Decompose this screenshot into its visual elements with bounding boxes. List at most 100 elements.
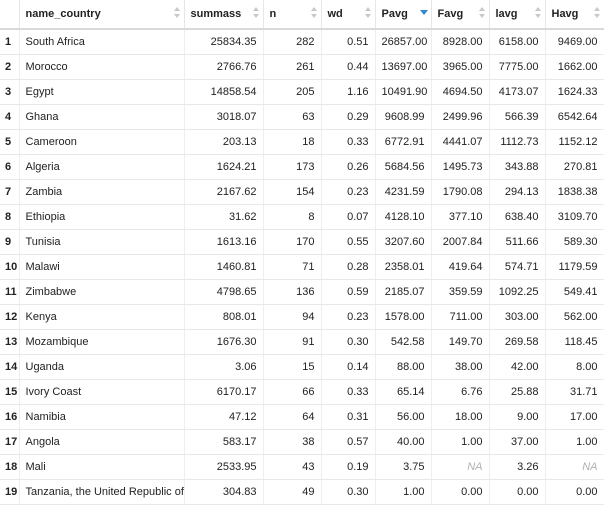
sort-icon[interactable] — [173, 7, 180, 21]
cell-name-country: Mozambique — [19, 329, 185, 355]
cell-n: 91 — [263, 329, 322, 355]
table-row[interactable]: 17 Angola 583.17 38 0.57 40.00 1.00 37.00 1.00 — [0, 429, 604, 455]
cell-name-country: Morocco — [19, 54, 185, 80]
table-row[interactable]: 2 Morocco 2766.76 261 0.44 13697.00 3965.00 777… — [0, 54, 604, 80]
column-header-summass[interactable]: summass — [184, 0, 264, 30]
cell-n: 71 — [263, 254, 322, 280]
cell-favg: 1790.08 — [431, 179, 490, 205]
table-row[interactable]: 6 Algeria 1624.21 173 0.26 5684.56 1495.73 343.… — [0, 154, 604, 180]
sort-descending-icon[interactable] — [419, 7, 428, 21]
column-header-label: wd — [327, 8, 343, 20]
table-row[interactable]: 12 Kenya 808.01 94 0.23 1578.00 711.00 303.00 56… — [0, 304, 604, 330]
table-row[interactable]: 14 Uganda 3.06 15 0.14 88.00 38.00 42.00 8.00 — [0, 354, 604, 380]
column-header-name-country[interactable]: name_country — [19, 0, 185, 30]
table-row[interactable]: 4 Ghana 3018.07 63 0.29 9608.99 2499.96 566.39 6… — [0, 104, 604, 130]
row-number: 5 — [0, 129, 20, 155]
column-header-label: Pavg — [381, 8, 408, 20]
cell-havg: 1838.38 — [545, 179, 604, 205]
cell-pavg: 1.00 — [375, 479, 432, 505]
cell-summass: 1624.21 — [184, 154, 264, 180]
cell-lavg: 343.88 — [489, 154, 546, 180]
cell-n: 66 — [263, 379, 322, 405]
row-number: 16 — [0, 404, 20, 430]
table-row[interactable]: 10 Malawi 1460.81 71 0.28 2358.01 419.64 574.71… — [0, 254, 604, 280]
cell-havg: NA — [545, 454, 604, 480]
cell-summass: 6170.17 — [184, 379, 264, 405]
column-header-havg[interactable]: Havg — [545, 0, 604, 30]
cell-name-country: Tanzania, the United Republic of — [19, 479, 185, 505]
sort-icon[interactable] — [534, 7, 541, 21]
cell-favg: 1495.73 — [431, 154, 490, 180]
cell-havg: 549.41 — [545, 279, 604, 305]
row-number: 7 — [0, 179, 20, 205]
table-row[interactable]: 16 Namibia 47.12 64 0.31 56.00 18.00 9.00 17.00 — [0, 404, 604, 430]
cell-favg: 4441.07 — [431, 129, 490, 155]
sort-icon[interactable] — [252, 7, 259, 21]
column-header-pavg[interactable]: Pavg — [375, 0, 432, 30]
column-header-n[interactable]: n — [263, 0, 322, 30]
column-header-label: n — [269, 8, 277, 20]
cell-name-country: Zimbabwe — [19, 279, 185, 305]
cell-name-country: Ivory Coast — [19, 379, 185, 405]
row-number: 8 — [0, 204, 20, 230]
table-row[interactable]: 3 Egypt 14858.54 205 1.16 10491.90 4694.50 4173… — [0, 79, 604, 105]
cell-pavg: 9608.99 — [375, 104, 432, 130]
column-header-wd[interactable]: wd — [321, 0, 376, 30]
cell-summass: 1613.16 — [184, 229, 264, 255]
table-row[interactable]: 15 Ivory Coast 6170.17 66 0.33 65.14 6.76 25.88… — [0, 379, 604, 405]
cell-lavg: 303.00 — [489, 304, 546, 330]
cell-n: 63 — [263, 104, 322, 130]
row-number: 3 — [0, 79, 20, 105]
cell-lavg: 574.71 — [489, 254, 546, 280]
row-number: 18 — [0, 454, 20, 480]
cell-pavg: 2185.07 — [375, 279, 432, 305]
cell-summass: 31.62 — [184, 204, 264, 230]
cell-summass: 3.06 — [184, 354, 264, 380]
column-header-label: name_country — [25, 8, 101, 20]
cell-n: 38 — [263, 429, 322, 455]
table-row[interactable]: 13 Mozambique 1676.30 91 0.30 542.58 149.70 269… — [0, 329, 604, 355]
sort-icon[interactable] — [593, 7, 600, 21]
table-row[interactable]: 8 Ethiopia 31.62 8 0.07 4128.10 377.10 638.40 31… — [0, 204, 604, 230]
cell-pavg: 542.58 — [375, 329, 432, 355]
row-number: 17 — [0, 429, 20, 455]
table-row[interactable]: 7 Zambia 2167.62 154 0.23 4231.59 1790.08 294.1… — [0, 179, 604, 205]
column-header-label: Havg — [551, 8, 579, 20]
cell-summass: 1676.30 — [184, 329, 264, 355]
cell-wd: 0.23 — [321, 179, 376, 205]
column-header-favg[interactable]: Favg — [431, 0, 490, 30]
column-header-lavg[interactable]: lavg — [489, 0, 546, 30]
cell-pavg: 65.14 — [375, 379, 432, 405]
table-row[interactable]: 18 Mali 2533.95 43 0.19 3.75 NA 3.26 NA — [0, 454, 604, 480]
cell-name-country: Egypt — [19, 79, 185, 105]
cell-favg: 0.00 — [431, 479, 490, 505]
table-row[interactable]: 9 Tunisia 1613.16 170 0.55 3207.60 2007.84 511.… — [0, 229, 604, 255]
sort-icon[interactable] — [310, 7, 317, 21]
cell-favg: 4694.50 — [431, 79, 490, 105]
table-row[interactable]: 5 Cameroon 203.13 18 0.33 6772.91 4441.07 1112.… — [0, 129, 604, 155]
cell-lavg: 294.13 — [489, 179, 546, 205]
sort-icon[interactable] — [364, 7, 371, 21]
table-row[interactable]: 11 Zimbabwe 4798.65 136 0.59 2185.07 359.59 109… — [0, 279, 604, 305]
cell-pavg: 3.75 — [375, 454, 432, 480]
sort-icon[interactable] — [478, 7, 485, 21]
cell-pavg: 6772.91 — [375, 129, 432, 155]
cell-havg: 31.71 — [545, 379, 604, 405]
table-row[interactable]: 19 Tanzania, the United Republic of 304.83… — [0, 479, 604, 505]
cell-wd: 0.14 — [321, 354, 376, 380]
cell-name-country: Malawi — [19, 254, 185, 280]
cell-favg: 6.76 — [431, 379, 490, 405]
row-number: 10 — [0, 254, 20, 280]
cell-wd: 0.51 — [321, 29, 376, 55]
cell-wd: 0.30 — [321, 479, 376, 505]
cell-summass: 304.83 — [184, 479, 264, 505]
cell-n: 261 — [263, 54, 322, 80]
cell-name-country: Ethiopia — [19, 204, 185, 230]
cell-pavg: 5684.56 — [375, 154, 432, 180]
cell-n: 282 — [263, 29, 322, 55]
cell-lavg: 566.39 — [489, 104, 546, 130]
table-row[interactable]: 1 South Africa 25834.35 282 0.51 26857.00 8928… — [0, 29, 604, 55]
cell-name-country: Angola — [19, 429, 185, 455]
cell-name-country: Namibia — [19, 404, 185, 430]
